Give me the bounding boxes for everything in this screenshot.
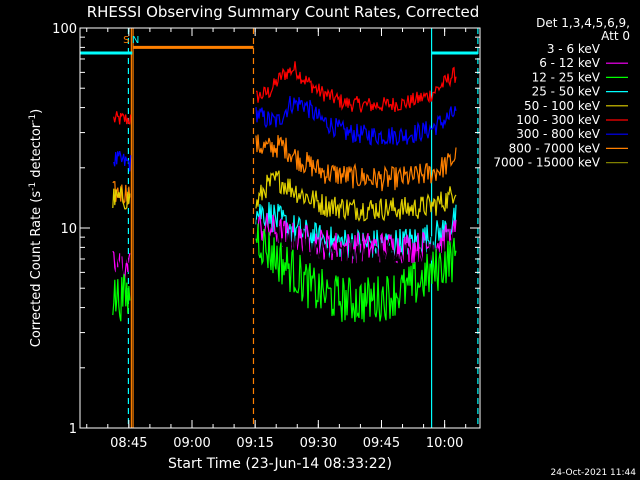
x-tick-label: 09:15 (236, 436, 273, 451)
series-line (255, 219, 457, 280)
legend-label: 7000 - 15000 keV (493, 156, 600, 170)
legend-header-line1: Det 1,3,4,5,6,9, (536, 16, 630, 30)
chart-title: RHESSI Observing Summary Count Rates, Co… (87, 3, 480, 21)
series-line (112, 251, 131, 290)
legend-label: 3 - 6 keV (547, 42, 601, 56)
series-line (255, 95, 457, 146)
y-tick-label: 10 (60, 222, 77, 237)
series-line (255, 134, 457, 192)
series-line (255, 170, 457, 222)
y-axis-label-sup1: -1 (28, 182, 38, 191)
series-line (112, 274, 131, 322)
series-line (113, 150, 132, 172)
legend-label: 100 - 300 keV (516, 113, 600, 127)
y-axis-label-sup2: -1 (28, 114, 38, 123)
y-axis-label-mid: detector (29, 122, 44, 182)
y-axis-label-end: ) (29, 109, 44, 114)
legend-label: 50 - 100 keV (524, 99, 601, 113)
series-layer (112, 61, 457, 323)
x-axis-label: Start Time (23-Jun-14 08:33:22) (168, 456, 392, 472)
legend-label: 300 - 800 keV (516, 127, 600, 141)
legend-label: 6 - 12 keV (539, 56, 601, 70)
legend-label: 800 - 7000 keV (509, 141, 601, 155)
axis-ticks: 08:45 09:00 09:15 09:30 09:45 10:00 1 10 100 (52, 22, 480, 451)
x-tick-label: 10:00 (426, 436, 463, 451)
series-line (113, 111, 132, 125)
y-axis-label: Corrected Count Rate (s-1 detector-1) (28, 109, 44, 347)
series-line (112, 185, 131, 210)
x-tick-label: 09:30 (300, 436, 337, 451)
legend-header-line2: Att 0 (601, 29, 630, 43)
footer-timestamp: 24-Oct-2021 11:44 (551, 468, 637, 478)
legend-label: 12 - 25 keV (532, 70, 601, 84)
legend-label: 25 - 50 keV (532, 85, 601, 99)
status-bands (80, 45, 478, 55)
x-tick-label: 08:45 (110, 436, 147, 451)
series-line (256, 61, 457, 113)
x-tick-label: 09:45 (363, 436, 400, 451)
series-line (255, 223, 457, 323)
y-tick-label: 100 (52, 22, 77, 37)
flag-n: N (132, 35, 139, 46)
flag-s: S (123, 35, 129, 46)
y-axis-label-main: Corrected Count Rate (s (29, 191, 44, 348)
x-tick-label: 09:00 (173, 436, 210, 451)
y-tick-label: 1 (69, 422, 77, 437)
